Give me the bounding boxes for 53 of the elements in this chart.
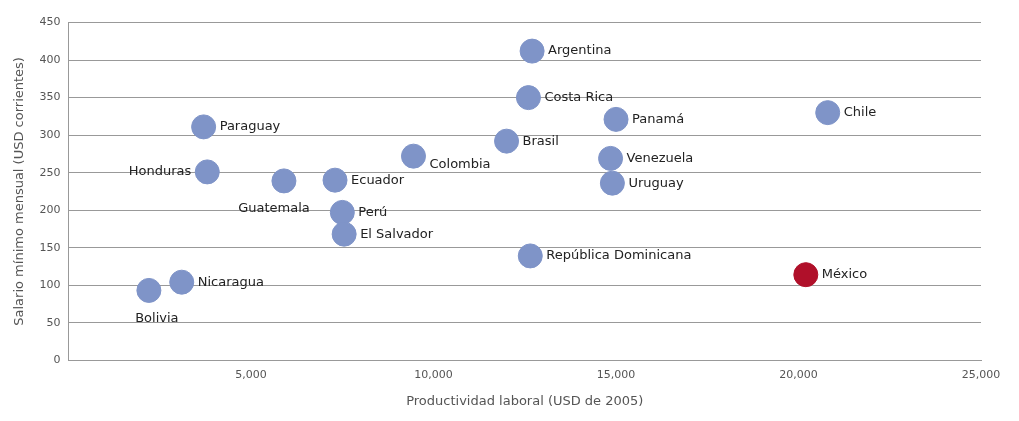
y-tick-label: 50 (46, 315, 61, 329)
annotation: Nicaragua (197, 273, 264, 289)
point (400, 143, 426, 169)
point (519, 38, 545, 64)
y-tick-label: 200 (39, 203, 61, 217)
x-tick-label: 20,000 (779, 367, 818, 381)
x-tick-label: 5,000 (235, 367, 267, 381)
point (322, 167, 348, 193)
point (191, 114, 217, 140)
point (329, 199, 355, 225)
annotation: Brasil (522, 132, 559, 148)
y-tick-label: 450 (39, 15, 61, 29)
annotation: Paraguay (219, 118, 281, 134)
point (136, 277, 162, 303)
x-axis-title: Productividad laboral (USD de 2005) (406, 392, 644, 408)
point (194, 159, 220, 185)
annotation: Uruguay (628, 174, 684, 190)
x-tick-label: 15,000 (596, 367, 636, 381)
point (793, 262, 819, 288)
y-tick-label: 150 (39, 240, 61, 254)
y-tick-label: 100 (39, 278, 61, 292)
y-tick-label: 300 (39, 127, 61, 141)
annotation: México (821, 266, 868, 282)
point (515, 85, 541, 111)
y-tick-label: 0 (53, 353, 61, 367)
point (517, 243, 543, 269)
y-tick-label: 250 (39, 165, 61, 179)
point (598, 145, 624, 171)
point (169, 269, 195, 295)
annotation: República Dominicana (546, 247, 692, 263)
point (599, 170, 625, 196)
x-tick-label: 25,000 (961, 367, 1001, 381)
annotation: Honduras (128, 163, 192, 179)
y-tick-label: 350 (39, 90, 61, 104)
point (815, 100, 841, 126)
annotation: Costa Rica (544, 89, 614, 104)
point (603, 106, 629, 132)
point (331, 221, 357, 247)
x-tick-label: 10,000 (414, 367, 453, 381)
annotation: Colombia (429, 155, 491, 171)
annotation: Guatemala (238, 200, 310, 216)
annotation: Ecuador (351, 171, 405, 187)
y-tick-label: 400 (39, 52, 61, 66)
annotation: Panamá (632, 110, 685, 126)
annotation: Chile (843, 104, 877, 119)
annotation: Argentina (548, 42, 612, 58)
annotation: Bolivia (135, 309, 179, 325)
point (271, 168, 297, 194)
annotation: Venezuela (626, 149, 694, 165)
annotation: Perú (358, 203, 388, 219)
annotation: El Salvador (360, 225, 434, 241)
point (494, 128, 520, 154)
y-axis-title: Salario mínimo mensual (USD corrientes) (11, 57, 27, 326)
